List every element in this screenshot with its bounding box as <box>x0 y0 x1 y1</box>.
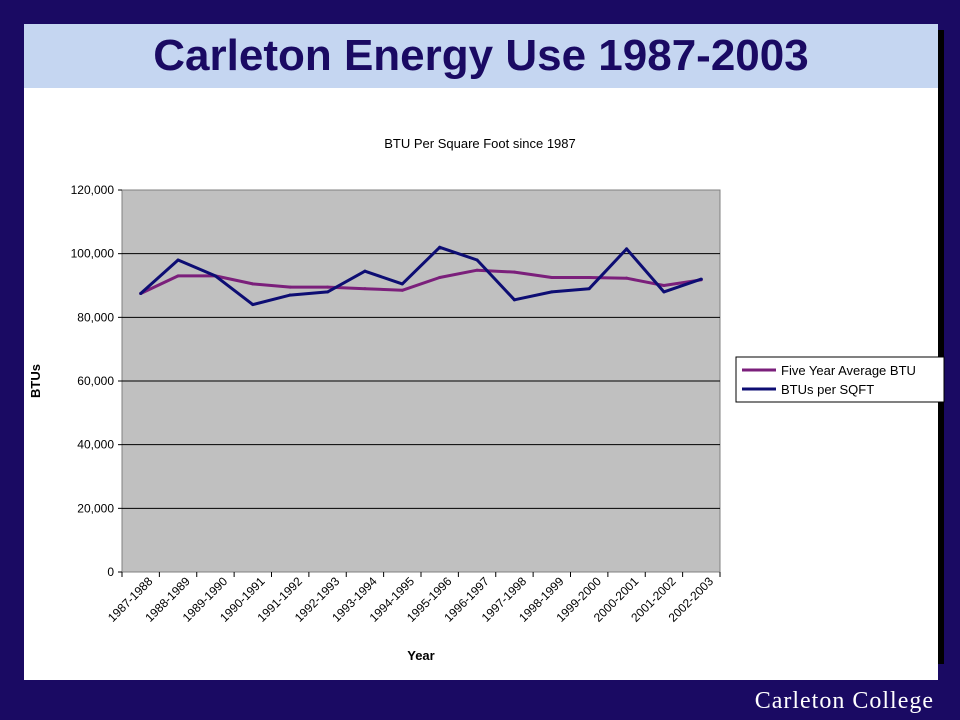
y-axis-ticks: 0 20,000 40,000 60,000 80,000 100,000 120,000 <box>71 183 122 579</box>
legend-label-five-year: Five Year Average BTU <box>781 363 916 378</box>
data-point <box>139 291 143 295</box>
data-point <box>438 276 442 280</box>
data-point <box>326 290 330 294</box>
series-lines <box>139 245 703 307</box>
data-point <box>662 284 666 287</box>
y-tick-label: 40,000 <box>77 438 114 452</box>
data-point <box>550 290 554 294</box>
data-point <box>363 287 367 291</box>
data-point <box>251 303 255 307</box>
footer-brand: Carleton College <box>754 688 934 714</box>
data-point <box>587 276 591 280</box>
data-point <box>625 276 629 280</box>
y-tick-label: 100,000 <box>71 247 115 261</box>
series-line-btus-per-sqft <box>139 245 702 307</box>
x-axis-ticks: 1987-19881988-19891989-19901990-19911991… <box>105 572 721 625</box>
y-axis-title: BTUs <box>28 364 43 398</box>
data-point <box>251 282 255 286</box>
data-point <box>438 245 442 249</box>
data-point <box>625 247 629 251</box>
title-band <box>24 24 938 88</box>
slide-title: Carleton Energy Use 1987-2003 <box>153 31 809 80</box>
data-point <box>400 282 404 286</box>
x-axis-title: Year <box>407 648 434 663</box>
data-point <box>662 290 666 294</box>
data-point <box>550 276 554 280</box>
data-point <box>475 258 479 262</box>
data-point <box>512 270 516 274</box>
chart-title: BTU Per Square Foot since 1987 <box>384 136 576 151</box>
y-tick-label: 80,000 <box>77 310 114 324</box>
data-point <box>326 285 330 289</box>
data-point <box>176 258 180 262</box>
series-line-five-year-average <box>140 268 702 295</box>
data-point <box>475 268 479 272</box>
data-point <box>176 274 180 278</box>
data-point <box>213 274 217 278</box>
y-tick-label: 120,000 <box>71 183 115 197</box>
legend-label-btus: BTUs per SQFT <box>781 382 874 397</box>
data-point <box>699 277 703 281</box>
y-tick-label: 20,000 <box>77 501 114 515</box>
data-point <box>587 287 591 291</box>
legend: Five Year Average BTU BTUs per SQFT <box>735 356 945 403</box>
data-point <box>288 285 292 289</box>
data-point <box>400 288 404 292</box>
data-point <box>288 293 292 297</box>
legend-box <box>735 356 945 403</box>
y-tick-label: 0 <box>107 565 114 579</box>
y-tick-label: 60,000 <box>77 374 114 388</box>
data-point <box>363 269 367 273</box>
data-point <box>512 298 516 302</box>
